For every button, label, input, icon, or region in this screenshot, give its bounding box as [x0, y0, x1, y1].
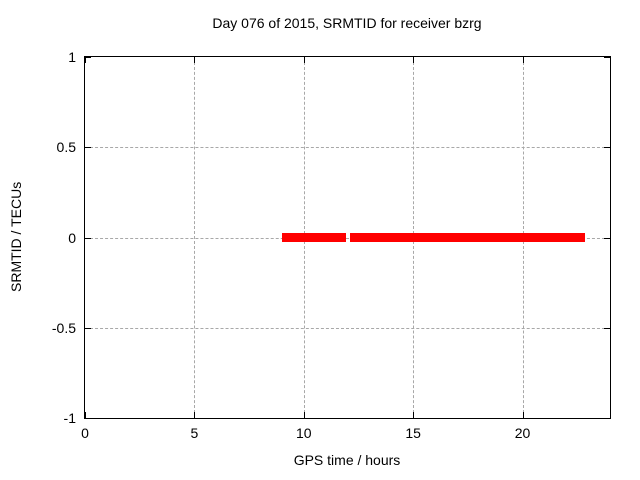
plot-area: 0 5 10 15 20 -1 -0.5 0 0.5 1: [52, 49, 611, 441]
x-tick-bottom: [194, 412, 196, 418]
x-tick-top: [303, 57, 305, 63]
y-tick-left: [85, 418, 91, 419]
y-tick-label: -1: [63, 410, 76, 426]
x-tick-top: [85, 57, 86, 63]
y-tick-label: 1: [68, 49, 76, 65]
x-tick-label: 0: [81, 425, 89, 441]
y-gridline: [85, 237, 610, 239]
x-tick-bottom: [413, 412, 415, 418]
y-tick-label: -0.5: [51, 319, 76, 336]
y-gridline: [85, 327, 610, 329]
y-gridline: [85, 147, 610, 149]
x-tick-bottom: [85, 412, 86, 418]
y-tick-right: [604, 327, 610, 329]
x-tick-top: [413, 57, 415, 63]
y-tick-right: [604, 237, 610, 239]
chart-title: Day 076 of 2015, SRMTID for receiver bzr…: [212, 15, 482, 31]
x-tick-top: [522, 57, 524, 63]
x-tick-label: 5: [190, 425, 199, 441]
x-tick-top: [194, 57, 196, 63]
x-tick-bottom: [303, 412, 305, 418]
x-tick-bottom: [522, 412, 524, 418]
y-tick-right: [604, 418, 610, 419]
x-tick-label: 10: [295, 425, 312, 441]
data-series-segment: [281, 233, 347, 242]
y-axis-label: SRMTID / TECUs: [8, 181, 24, 293]
x-tick-label: 15: [405, 425, 421, 441]
y-tick-label: 0: [68, 229, 76, 246]
y-tick-left: [85, 327, 91, 329]
y-tick-left: [85, 57, 91, 58]
x-tick-label: 20: [514, 425, 531, 441]
y-tick-left: [85, 147, 91, 149]
y-tick-label: 0.5: [56, 139, 76, 156]
y-tick-left: [85, 237, 91, 239]
y-tick-right: [604, 57, 610, 58]
data-series-segment: [349, 233, 586, 242]
x-axis-label: GPS time / hours: [293, 452, 401, 468]
y-tick-right: [604, 147, 610, 149]
